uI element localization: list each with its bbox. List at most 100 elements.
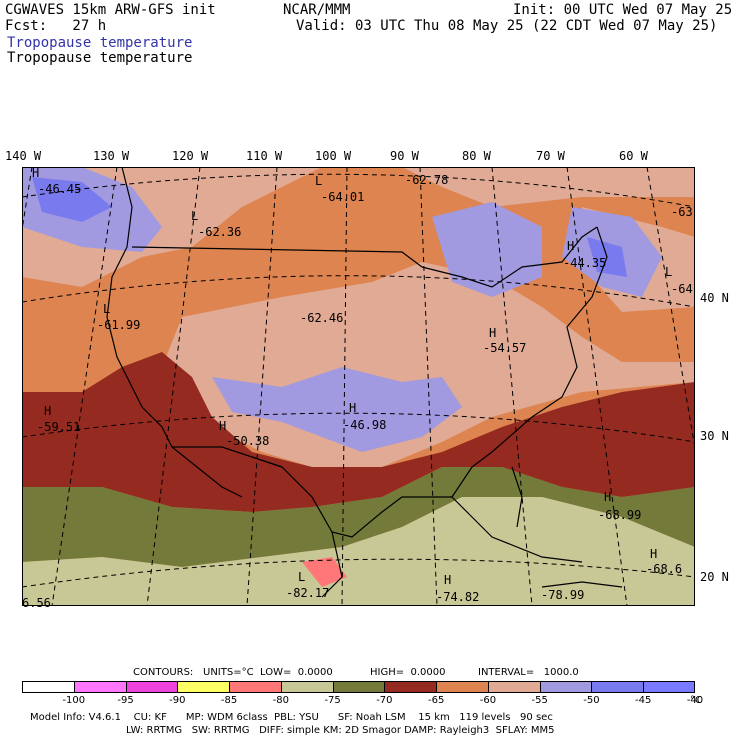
contours-low: LOW= 0.0000	[260, 667, 333, 678]
color-legend-label: -65	[427, 695, 445, 706]
lon-label-130w: 130 W	[93, 149, 130, 163]
lon-label-120w: 120 W	[172, 149, 209, 163]
map-frame	[22, 167, 695, 606]
lon-label-90w: 90 W	[390, 149, 419, 163]
meridian-130w	[51, 167, 118, 606]
extremum-marker: H	[32, 166, 40, 180]
lat-label-20n: 20 N	[700, 570, 729, 584]
extremum-value: -62.78	[405, 173, 449, 187]
extremum-marker: H	[444, 573, 452, 587]
color-legend-swatch	[22, 681, 75, 693]
lon-label-140w: 140 W	[5, 149, 42, 163]
band-minus45-pacific	[32, 177, 112, 222]
extremum-value: -74.82	[436, 590, 480, 604]
us-canada-border	[131, 246, 423, 268]
extremum-value: -64.01	[321, 190, 365, 204]
color-legend-unit: °C	[690, 695, 702, 706]
extremum-value: -62.46	[300, 311, 344, 325]
color-legend-label: -100	[62, 695, 86, 706]
meridian-120w	[146, 167, 201, 606]
model-info-line2: LW: RRTMG SW: RRTMG DIFF: simple KM: 2D …	[126, 725, 555, 736]
graticule	[22, 167, 695, 606]
lon-label-100w: 100 W	[315, 149, 352, 163]
great-lakes-border	[421, 226, 598, 288]
florida	[511, 466, 523, 528]
color-legend-swatch	[73, 681, 127, 693]
east-gulf-coastline	[251, 226, 608, 538]
extremum-value: -50.38	[226, 434, 270, 448]
model-title: CGWAVES 15km ARW-GFS init	[5, 2, 216, 18]
color-legend-swatch	[332, 681, 385, 693]
forecast-hour: Fcst: 27 h	[5, 18, 107, 34]
lon-label-80w: 80 W	[462, 149, 491, 163]
lat-label-40n: 40 N	[700, 291, 729, 305]
extremum-marker: H	[604, 490, 612, 504]
color-legend-swatch	[643, 681, 696, 693]
parallel-30n	[22, 412, 695, 443]
lon-label-60w: 60 W	[619, 149, 648, 163]
contour-field-title: Tropopause temperature	[7, 50, 193, 66]
extremum-value: -78.99	[541, 588, 585, 602]
extremum-marker: H	[650, 547, 658, 561]
meridian-90w	[419, 167, 438, 606]
meridian-70w	[566, 167, 628, 606]
color-legend-label: -95	[117, 695, 134, 706]
meridian-110w	[246, 167, 278, 606]
extremum-marker: L	[103, 302, 111, 316]
band-minus50-southplains	[212, 367, 462, 452]
gulf-south-coast	[451, 496, 583, 563]
extremum-marker: H	[567, 239, 575, 253]
lon-label-70w: 70 W	[536, 149, 565, 163]
extremum-value: -61.99	[97, 318, 141, 332]
extremum-marker: H	[219, 419, 227, 433]
extremum-value: -46.45	[38, 182, 82, 196]
color-legend-label: -90	[169, 695, 186, 706]
color-legend-label: -85	[220, 695, 238, 706]
meridian-100w	[341, 167, 348, 606]
extremum-value: -44.35	[563, 256, 607, 270]
extremum-value: -82.17	[286, 586, 330, 600]
band-minus80-spot	[302, 557, 347, 587]
extremum-value: -64	[671, 282, 693, 296]
extremum-marker: L	[298, 570, 306, 584]
model-info-line1: Model Info: V4.6.1 CU: KF MP: WDM 6class…	[30, 712, 553, 723]
band-minus65	[22, 352, 695, 512]
extremum-value: -62.36	[198, 225, 242, 239]
extremum-marker: H	[489, 326, 497, 340]
extremum-value: -68.6	[646, 562, 683, 576]
contours-units: UNITS=°C	[203, 667, 254, 678]
band-minus75	[22, 497, 695, 606]
valid-time: Valid: 03 UTC Thu 08 May 25 (22 CDT Wed …	[296, 18, 718, 34]
extremum-marker: L	[665, 265, 673, 279]
color-legend-swatch	[591, 681, 644, 693]
shaded-field-title: Tropopause temperature	[7, 35, 193, 51]
color-legend-label: -70	[376, 695, 393, 706]
contours-label: CONTOURS:	[133, 667, 194, 678]
boundaries	[106, 167, 623, 598]
color-legend-label: -45	[635, 695, 652, 706]
extremum-marker: L	[315, 174, 323, 188]
parallel-50n	[22, 173, 695, 208]
extremum-marker: H	[349, 401, 357, 415]
color-legend-swatch	[436, 681, 489, 693]
meridian-60w	[646, 167, 695, 451]
color-legend-label: -50	[583, 695, 600, 706]
color-legend-swatch	[384, 681, 437, 693]
color-legend-label: -75	[324, 695, 341, 706]
color-legend-bar	[22, 681, 696, 693]
pacific-coastline	[106, 167, 243, 498]
parallel-20n	[22, 558, 695, 588]
extremum-value: -54.57	[483, 341, 527, 355]
band-minus50-greatlakes	[432, 202, 542, 297]
extremum-value: -63	[671, 205, 693, 219]
extremum-value: -68.99	[598, 508, 642, 522]
color-legend-label: -55	[531, 695, 548, 706]
us-mexico-border	[172, 446, 283, 468]
extremum-value: -46.98	[343, 418, 387, 432]
init-time: Init: 00 UTC Wed 07 May 25	[513, 2, 733, 18]
color-legend-swatch	[539, 681, 592, 693]
mexico-coast	[321, 531, 343, 598]
contours-high: HIGH= 0.0000	[370, 667, 446, 678]
color-legend-swatch	[280, 681, 334, 693]
tropopause-temperature-map	[22, 167, 695, 606]
